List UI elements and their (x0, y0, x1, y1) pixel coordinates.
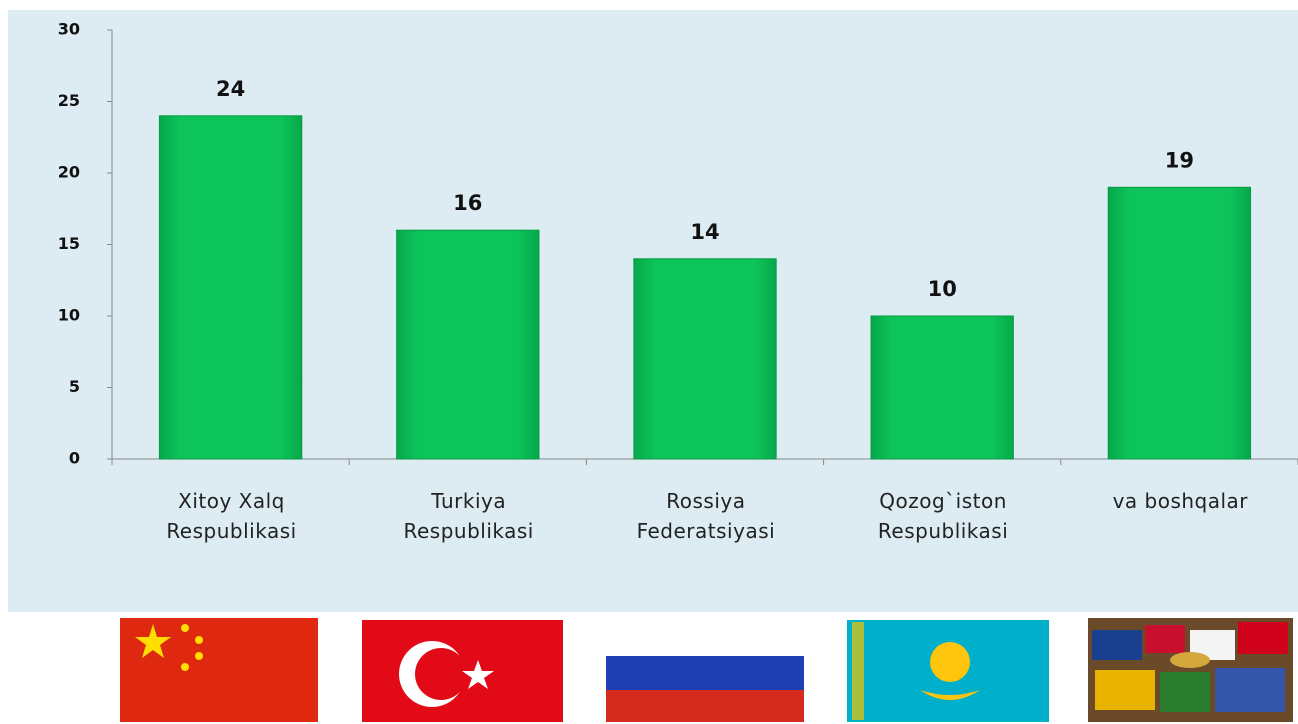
flags-collage (1088, 618, 1293, 722)
x-tick-label: Qozog`iston Respublikasi (877, 489, 1009, 543)
bar (158, 115, 303, 460)
bar (396, 229, 540, 460)
y-tick-label: 0 (69, 449, 80, 468)
flag-russia (606, 656, 804, 722)
flag-china (120, 618, 318, 722)
x-tick-label: Turkiya Respublikasi (403, 489, 534, 543)
x-tick-label: Rossiya Federatsiyasi (636, 489, 776, 543)
y-tick-label: 15 (58, 234, 80, 253)
y-tick-label: 30 (58, 20, 80, 39)
y-tick-label: 5 (69, 377, 80, 396)
value-label: 19 (1165, 148, 1194, 172)
value-label: 14 (690, 220, 719, 244)
y-tick-label: 25 (58, 91, 80, 110)
x-tick-label: Xitoy Xalq Respublikasi (166, 489, 297, 543)
value-label: 24 (216, 77, 245, 101)
value-label: 16 (453, 191, 482, 215)
bar (633, 258, 777, 460)
x-tick-label: va boshqalar (1112, 489, 1249, 513)
value-label: 10 (928, 277, 957, 301)
flag-kazakhstan (847, 620, 1049, 722)
flag-turkey (362, 620, 563, 722)
bar (1107, 186, 1252, 460)
y-tick-label: 10 (58, 306, 80, 325)
bar (870, 315, 1014, 460)
y-tick-label: 20 (58, 163, 80, 182)
